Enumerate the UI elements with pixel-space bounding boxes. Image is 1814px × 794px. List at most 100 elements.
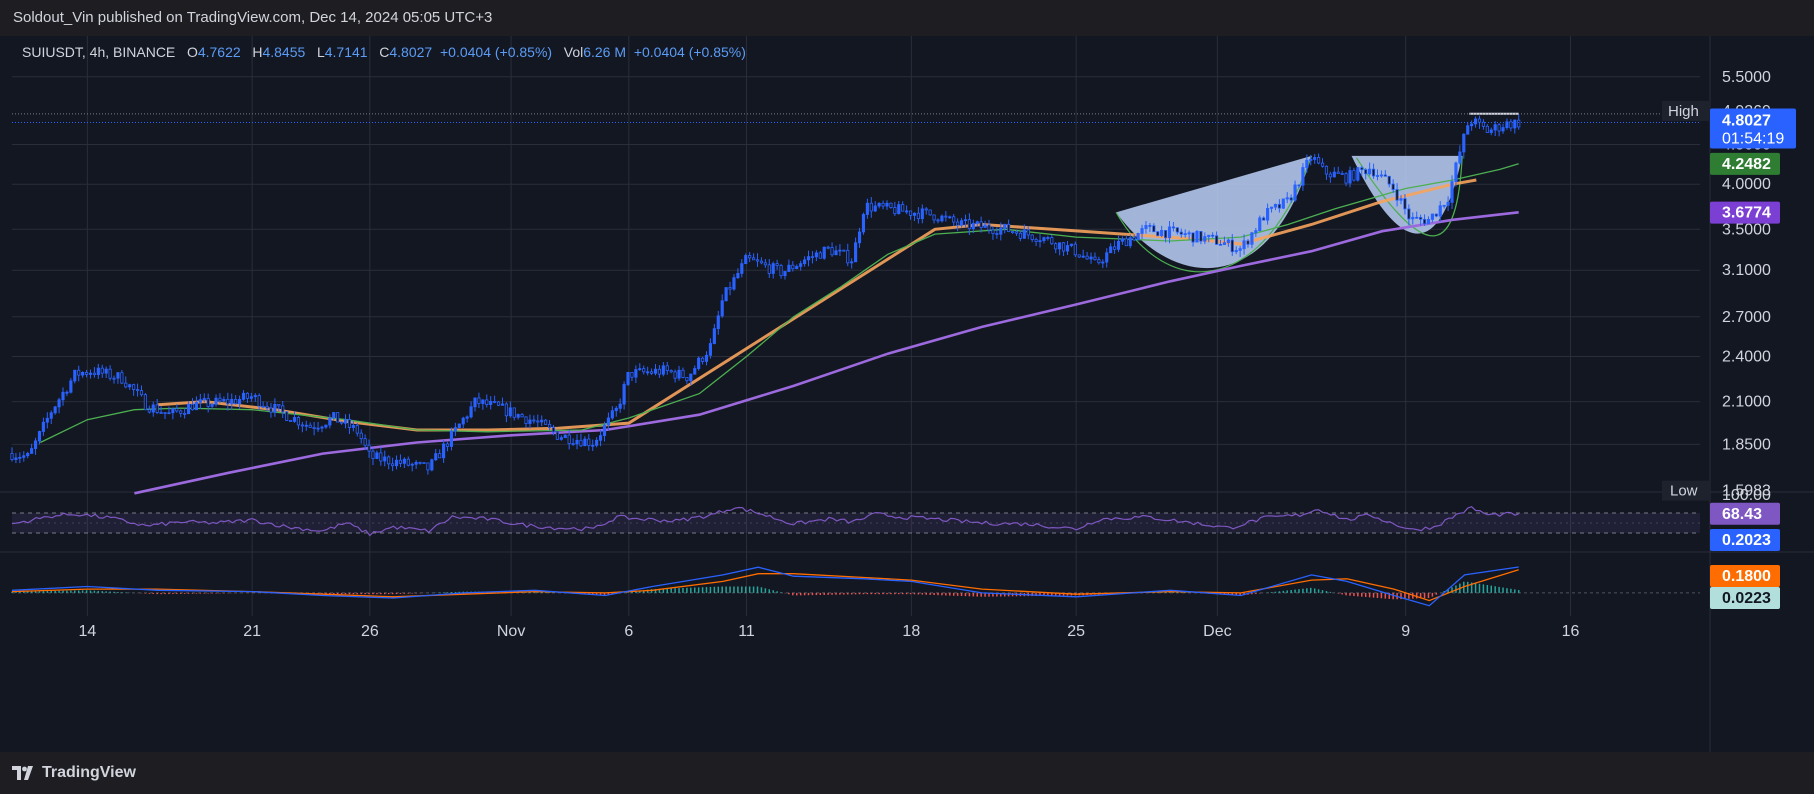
candle-body	[53, 406, 57, 414]
open-value: 4.7622	[197, 44, 241, 60]
candle-body	[744, 255, 748, 265]
time-axis-label: Dec	[1203, 623, 1231, 640]
candle-body	[936, 219, 940, 222]
candle-body	[614, 407, 618, 412]
candle-body	[822, 246, 826, 259]
candle-body	[1109, 246, 1113, 254]
ma-slow-line	[134, 211, 1519, 495]
candle-body	[1517, 119, 1521, 128]
candle-body	[1301, 167, 1305, 186]
cup-curve	[1115, 155, 1313, 273]
candle-body	[1140, 228, 1144, 234]
candle-body	[167, 412, 171, 415]
candle-body	[120, 372, 124, 384]
candle-body	[442, 443, 446, 459]
close-value: 4.8027	[389, 44, 433, 60]
candle-body	[234, 398, 238, 405]
candle-body	[814, 252, 818, 258]
candle-body	[143, 394, 147, 411]
candle-body	[45, 417, 49, 423]
candle-body	[449, 430, 454, 447]
candle-body	[1387, 175, 1391, 185]
candle-body	[732, 277, 736, 290]
candle-body	[520, 414, 524, 418]
price-tag-bg	[1710, 108, 1796, 149]
candle-body	[1167, 226, 1172, 239]
candle-body	[1430, 213, 1434, 220]
candle-body	[206, 398, 210, 407]
chart-svg[interactable]: 5.50004.50004.00003.50003.10002.70002.40…	[0, 36, 1814, 752]
candle-body	[547, 423, 552, 428]
candle-body	[763, 262, 767, 266]
candle-body	[1054, 243, 1058, 250]
candle-body	[1061, 242, 1066, 252]
candle-body	[1348, 170, 1352, 184]
candle-body	[159, 412, 163, 414]
candle-body	[1007, 223, 1011, 232]
candle-body	[850, 261, 854, 264]
candle-body	[1207, 234, 1211, 237]
candle-body	[1285, 197, 1289, 200]
chart-area[interactable]: 5.50004.50004.00003.50003.10002.70002.40…	[0, 36, 1814, 752]
candle-body	[1297, 184, 1301, 187]
candle-body	[438, 453, 442, 459]
candle-body	[375, 452, 379, 459]
candle-body	[1234, 250, 1238, 253]
candle-body	[826, 246, 830, 249]
candle-body	[889, 202, 893, 208]
candle-body	[1485, 125, 1489, 133]
candle-body	[1242, 240, 1246, 250]
candle-body	[1014, 231, 1019, 234]
candle-body	[516, 414, 520, 418]
candle-body	[422, 462, 426, 464]
brand-name: TradingView	[42, 764, 136, 781]
candle-body	[540, 419, 544, 423]
candle-body	[1183, 233, 1187, 236]
candle-body	[477, 397, 481, 404]
time-axis-label: Nov	[497, 623, 525, 640]
candle-body	[1493, 124, 1497, 131]
low-value: 4.7141	[324, 44, 368, 60]
candle-body	[465, 416, 469, 419]
candle-body	[1034, 239, 1038, 242]
candle-body	[81, 371, 85, 376]
candle-body	[1281, 198, 1285, 209]
candle-body	[1395, 189, 1399, 201]
candle-body	[916, 212, 920, 220]
candle-body	[336, 412, 340, 423]
candle-body	[642, 368, 646, 373]
candle-body	[1266, 208, 1270, 221]
time-axis-label: 25	[1067, 623, 1085, 640]
tradingview-logo[interactable]: TradingView	[12, 764, 136, 782]
candle-body	[347, 419, 352, 428]
high-label: High	[1668, 103, 1699, 120]
candle-body	[124, 382, 128, 388]
candle-body	[1489, 129, 1493, 133]
candle-body	[873, 205, 877, 212]
candle-body	[10, 453, 14, 460]
candle-body	[575, 439, 579, 445]
candle-body	[932, 214, 936, 221]
candle-body	[854, 242, 858, 263]
candle-body	[61, 391, 65, 401]
candle-body	[787, 264, 791, 272]
candle-body	[975, 221, 979, 224]
candle-body	[1505, 121, 1509, 129]
candle-body	[104, 368, 108, 374]
candle-body	[245, 392, 250, 399]
candle-body	[1246, 240, 1250, 245]
candle-body	[1379, 174, 1383, 177]
candle-body	[328, 417, 332, 426]
candle-body	[834, 250, 838, 256]
price-tag-countdown: 01:54:19	[1722, 131, 1784, 148]
macd-value-tag: 0.1800	[1722, 568, 1771, 585]
candle-body	[214, 397, 218, 405]
candle-body	[1450, 181, 1454, 203]
candle-body	[857, 231, 862, 244]
candle-body	[806, 256, 811, 261]
candle-body	[1222, 242, 1227, 245]
candle-body	[41, 421, 45, 432]
candle-body	[677, 369, 681, 379]
candle-body	[712, 328, 716, 344]
candle-body	[971, 223, 975, 230]
